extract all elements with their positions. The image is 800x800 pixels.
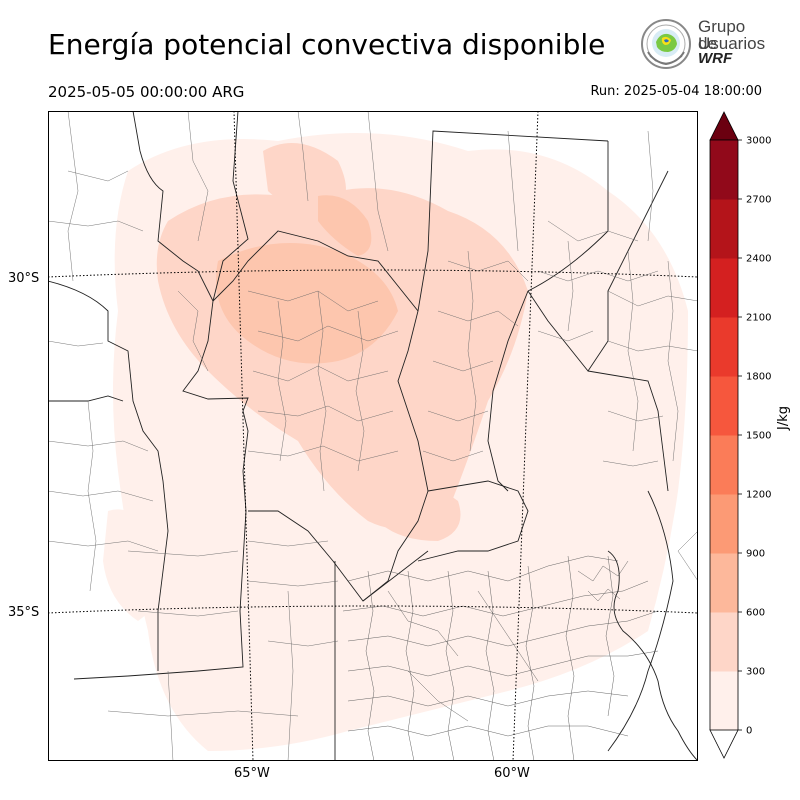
colorbar-tick-label: 2700 — [746, 195, 771, 206]
colorbar-block — [710, 612, 738, 672]
colorbar-block — [710, 435, 738, 495]
colorbar-block — [710, 140, 738, 200]
colorbar-tick-label: 900 — [746, 549, 765, 560]
page-title: Energía potencial convectiva disponible — [48, 28, 606, 61]
colorbar-block — [710, 376, 738, 436]
valid-time: 2025-05-05 00:00:00 ARG — [48, 83, 245, 101]
colorbar-block — [710, 199, 738, 259]
colorbar-blocks — [709, 111, 739, 759]
colorbar-block — [710, 317, 738, 377]
graticule — [48, 111, 698, 761]
colorbar-block — [710, 258, 738, 318]
colorbar-unit-label: J/kg — [776, 406, 791, 430]
lat-label-35s: 35°S — [8, 605, 40, 620]
colorbar-tick-label: 2100 — [746, 313, 771, 324]
colorbar-extend-min — [709, 729, 739, 759]
colorbar-extend-max — [709, 111, 739, 141]
colorbar-ticks: 0 300 600 900 1200 1500 1800 2100 2400 2700 3000 — [738, 136, 771, 737]
logo-text-line3: WRF — [698, 50, 733, 67]
globe-logo-icon — [641, 19, 691, 69]
colorbar-tick-label: 1500 — [746, 431, 771, 442]
colorbar-block — [710, 494, 738, 554]
colorbar-tick-label: 300 — [746, 667, 765, 678]
logo-text-line1: Grupo de — [698, 17, 746, 53]
colorbar-block — [710, 671, 738, 731]
colorbar-tick-label: 1200 — [746, 490, 771, 501]
colorbar-tick-label: 600 — [746, 608, 765, 619]
coastline — [607, 550, 698, 761]
lon-label-65w: 65°W — [234, 766, 270, 781]
colorbar-tick-label: 2400 — [746, 254, 771, 265]
logo-text-line2: Usuarios — [698, 34, 766, 53]
colorbar-block — [710, 553, 738, 613]
lon-label-60w: 60°W — [494, 766, 530, 781]
colorbar-tick-label: 1800 — [746, 372, 771, 383]
lat-label-30s: 30°S — [8, 271, 40, 286]
cape-field — [103, 133, 688, 751]
run-time: Run: 2025-05-04 18:00:00 — [590, 84, 762, 99]
wrf-logo: Grupo de Usuarios WRF — [638, 16, 768, 74]
colorbar-tick-label: 0 — [746, 726, 752, 737]
colorbar-tick-label: 3000 — [746, 136, 771, 147]
cape-map — [48, 111, 698, 761]
colorbar: 0 300 600 900 1200 1500 1800 2100 2400 2700 3000 — [709, 111, 771, 759]
department-boundaries — [48, 111, 698, 761]
